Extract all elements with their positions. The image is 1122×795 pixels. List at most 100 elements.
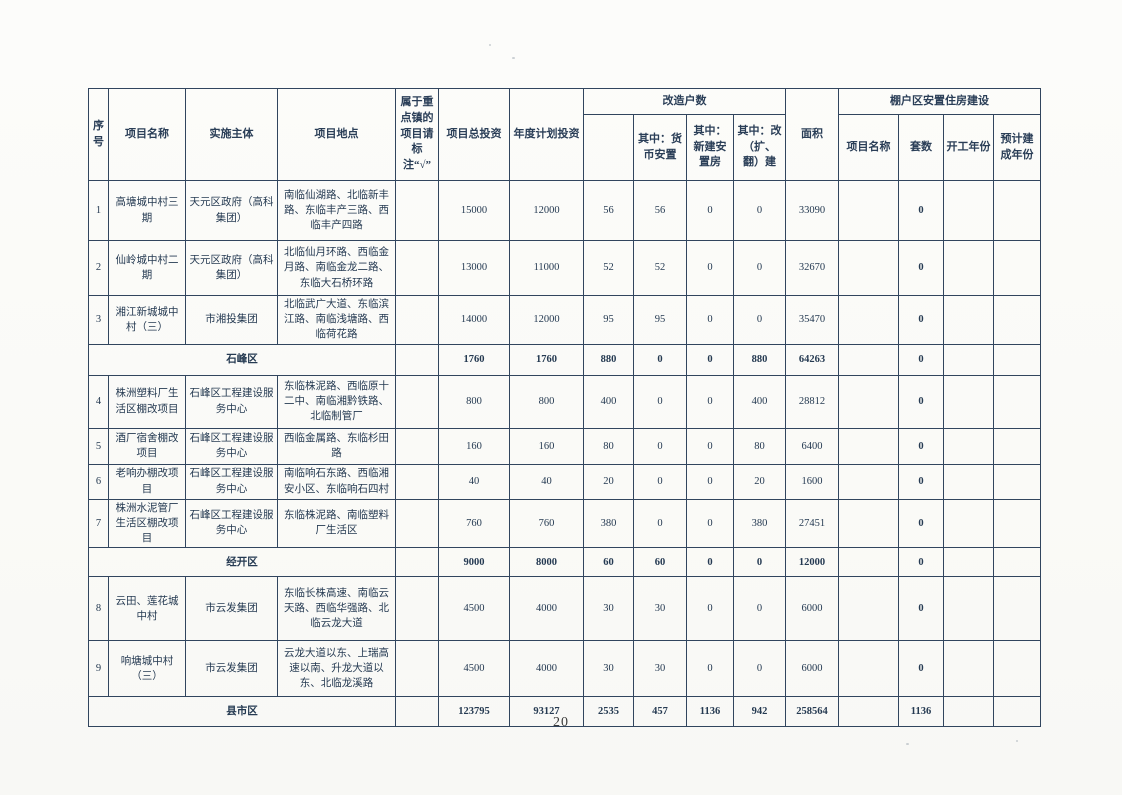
cell-total-investment: 4500: [438, 640, 510, 698]
cell-hh-monetary: 0: [633, 374, 687, 429]
cell-housing-project: [838, 576, 899, 642]
cell-hh-total: 20: [583, 463, 634, 500]
cell-hh-monetary: 30: [633, 640, 687, 698]
cell-total-investment: 9000: [438, 547, 510, 578]
cell-units: 0: [898, 343, 944, 376]
cell-key-town: [395, 576, 439, 642]
cell-hh-total: 56: [583, 180, 634, 241]
cell-start-year: [943, 374, 994, 429]
cell-hh-total: 60: [583, 547, 634, 578]
cell-start-year: [943, 640, 994, 698]
table-row: 1 高塘城中村三期 天元区政府（高科集团） 南临仙湖路、北临新丰路、东临丰产三路…: [88, 180, 1041, 241]
cell-location: 云龙大道以东、上瑞高速以南、升龙大道以东、北临龙溪路: [277, 640, 396, 698]
cell-project-name: 株洲水泥管厂生活区棚改项目: [108, 498, 186, 549]
table-row: 5 酒厂宿舍棚改项目 石峰区工程建设服务中心 西临金属路、东临杉田路 160 1…: [88, 427, 1041, 465]
cell-hh-monetary: 60: [633, 547, 687, 578]
cell-hh-rebuild: 880: [733, 343, 786, 376]
cell-hh-new: 0: [686, 640, 734, 698]
cell-area: 258564: [785, 696, 839, 728]
cell-location: 西临金属路、东临杉田路: [277, 427, 396, 465]
cell-hh-new: 1136: [686, 696, 734, 728]
table-row: 2 仙岭城中村二期 天元区政府（高科集团） 北临仙月环路、西临金月路、南临金龙二…: [88, 240, 1041, 296]
page-number: 20: [553, 715, 569, 730]
cell-units: 0: [898, 427, 944, 465]
cell-project-name: 湘江新城城中村（三）: [108, 295, 186, 345]
table-row: 8 云田、莲花城中村 市云发集团 东临长株高速、南临云天路、西临华强路、北临云龙…: [88, 576, 1041, 642]
cell-start-year: [943, 180, 994, 241]
cell-housing-project: [838, 374, 899, 429]
cell-implementer: 石峰区工程建设服务中心: [185, 463, 278, 500]
col-header-area: 面积: [785, 88, 839, 181]
cell-housing-project: [838, 463, 899, 500]
col-header-new-build: 其中：新建安置房: [686, 114, 734, 181]
cell-hh-monetary: 0: [633, 343, 687, 376]
cell-annual-investment: 1760: [509, 343, 584, 376]
cell-complete-year: [993, 295, 1041, 345]
cell-total-investment: 15000: [438, 180, 510, 241]
col-header-seq: 序号: [88, 88, 109, 181]
cell-complete-year: [993, 180, 1041, 241]
cell-area: 35470: [785, 295, 839, 345]
cell-implementer: 市云发集团: [185, 640, 278, 698]
cell-hh-total: 80: [583, 427, 634, 465]
project-table: 序号 项目名称 实施主体 项目地点 属于重点镇的项目请标注“√” 项目总投资 年…: [88, 88, 1041, 728]
cell-hh-monetary: 95: [633, 295, 687, 345]
cell-implementer: 天元区政府（高科集团）: [185, 180, 278, 241]
cell-start-year: [943, 696, 994, 728]
cell-complete-year: [993, 696, 1041, 728]
cell-units: 0: [898, 463, 944, 500]
col-header-rebuild: 其中：改（扩、翻）建: [733, 114, 786, 181]
cell-seq: 9: [88, 640, 109, 698]
cell-project-name: 老响办棚改项目: [108, 463, 186, 500]
cell-location: 南临响石东路、西临湘安小区、东临响石四村: [277, 463, 396, 500]
cell-annual-investment: 4000: [509, 640, 584, 698]
cell-project-name: 高塘城中村三期: [108, 180, 186, 241]
cell-area: 12000: [785, 547, 839, 578]
col-header-start-year: 开工年份: [943, 114, 994, 181]
cell-project-name: 云田、莲花城中村: [108, 576, 186, 642]
cell-hh-total: 95: [583, 295, 634, 345]
cell-units: 0: [898, 374, 944, 429]
cell-annual-investment: 93127: [509, 696, 584, 728]
cell-seq: 4: [88, 374, 109, 429]
cell-units: 0: [898, 240, 944, 296]
cell-hh-new: 0: [686, 180, 734, 241]
cell-hh-total: 30: [583, 640, 634, 698]
table-row: 3 湘江新城城中村（三） 市湘投集团 北临武广大道、东临滨江路、南临浅塘路、西临…: [88, 295, 1041, 345]
cell-housing-project: [838, 427, 899, 465]
cell-project-name: 酒厂宿舍棚改项目: [108, 427, 186, 465]
col-header-project-name: 项目名称: [108, 88, 186, 181]
cell-hh-new: 0: [686, 427, 734, 465]
table-row: 9 响塘城中村（三） 市云发集团 云龙大道以东、上瑞高速以南、升龙大道以东、北临…: [88, 640, 1041, 698]
cell-total-investment: 14000: [438, 295, 510, 345]
cell-area: 6000: [785, 640, 839, 698]
summary-row-jingkai: 经开区 9000 8000 60 60 0 0 12000 0: [88, 547, 1041, 578]
cell-area: 28812: [785, 374, 839, 429]
cell-key-town: [395, 640, 439, 698]
cell-complete-year: [993, 463, 1041, 500]
cell-annual-investment: 800: [509, 374, 584, 429]
cell-housing-project: [838, 640, 899, 698]
cell-housing-project: [838, 240, 899, 296]
cell-location: 南临仙湖路、北临新丰路、东临丰产三路、西临丰产四路: [277, 180, 396, 241]
cell-hh-monetary: 0: [633, 463, 687, 500]
cell-complete-year: [993, 343, 1041, 376]
cell-hh-rebuild: 0: [733, 547, 786, 578]
cell-area: 32670: [785, 240, 839, 296]
cell-implementer: 石峰区工程建设服务中心: [185, 374, 278, 429]
cell-complete-year: [993, 498, 1041, 549]
cell-implementer: 石峰区工程建设服务中心: [185, 427, 278, 465]
cell-area: 1600: [785, 463, 839, 500]
cell-total-investment: 800: [438, 374, 510, 429]
cell-complete-year: [993, 640, 1041, 698]
cell-units: 0: [898, 295, 944, 345]
cell-hh-new: 0: [686, 295, 734, 345]
cell-area: 33090: [785, 180, 839, 241]
cell-start-year: [943, 427, 994, 465]
cell-seq: 8: [88, 576, 109, 642]
cell-annual-investment: 40: [509, 463, 584, 500]
cell-annual-investment: 11000: [509, 240, 584, 296]
cell-hh-rebuild: 0: [733, 240, 786, 296]
cell-hh-rebuild: 380: [733, 498, 786, 549]
